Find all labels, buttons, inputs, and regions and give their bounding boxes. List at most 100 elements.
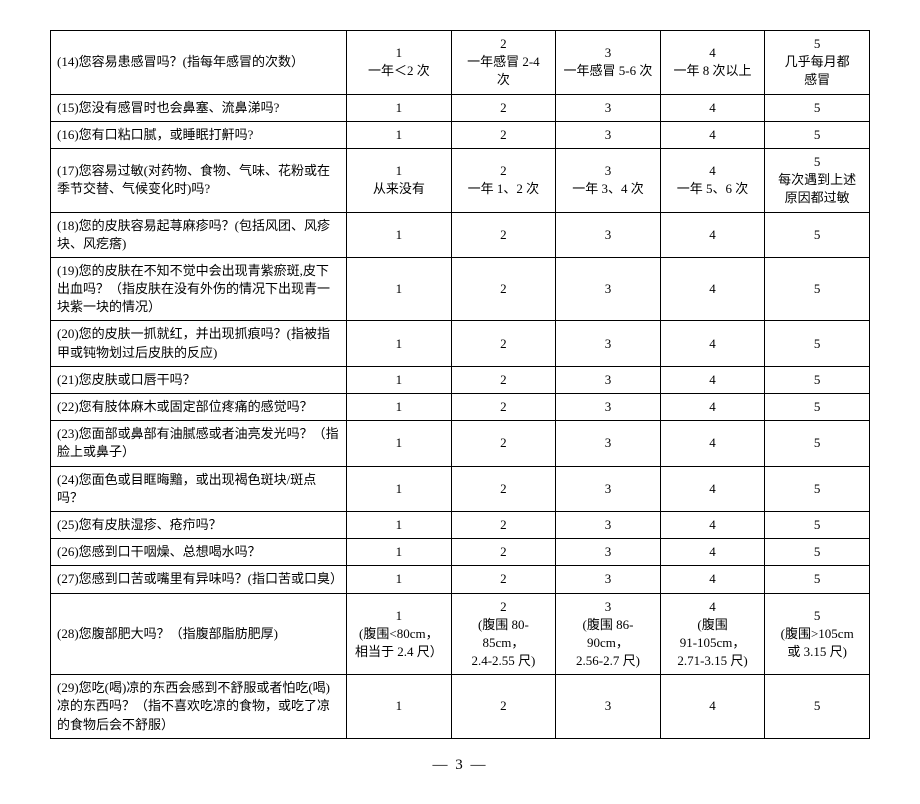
option-cell: 4 [660, 466, 765, 511]
table-row: (21)您皮肤或口唇干吗？12345 [51, 366, 870, 393]
option-cell: 3 [556, 257, 661, 321]
option-cell: 2 [451, 566, 556, 593]
option-cell: 4(腹围91-105cm，2.71-3.15 尺) [660, 593, 765, 675]
option-cell: 4一年 5、6 次 [660, 148, 765, 212]
option-cell: 4 [660, 394, 765, 421]
option-cell: 5 [765, 511, 870, 538]
table-row: (20)您的皮肤一抓就红，并出现抓痕吗？(指被指甲或钝物划过后皮肤的反应)123… [51, 321, 870, 366]
table-row: (16)您有口粘口腻，或睡眠打鼾吗?12345 [51, 121, 870, 148]
option-cell: 5 [765, 394, 870, 421]
option-cell: 5 [765, 566, 870, 593]
option-cell: 2 [451, 511, 556, 538]
option-cell: 3 [556, 94, 661, 121]
option-cell: 5 [765, 675, 870, 739]
option-cell: 1 [347, 421, 452, 466]
option-cell: 1 [347, 394, 452, 421]
option-cell: 5 [765, 539, 870, 566]
option-cell: 5 [765, 466, 870, 511]
option-cell: 2 [451, 421, 556, 466]
option-cell: 5 [765, 366, 870, 393]
option-cell: 3 [556, 566, 661, 593]
option-cell: 2 [451, 212, 556, 257]
option-cell: 4 [660, 566, 765, 593]
question-cell: (29)您吃(喝)凉的东西会感到不舒服或者怕吃(喝)凉的东西吗？（指不喜欢吃凉的… [51, 675, 347, 739]
option-cell: 5 [765, 94, 870, 121]
option-cell: 2 [451, 539, 556, 566]
question-cell: (17)您容易过敏(对药物、食物、气味、花粉或在季节交替、气候变化时)吗? [51, 148, 347, 212]
table-row: (29)您吃(喝)凉的东西会感到不舒服或者怕吃(喝)凉的东西吗？（指不喜欢吃凉的… [51, 675, 870, 739]
question-cell: (28)您腹部肥大吗？（指腹部脂肪肥厚) [51, 593, 347, 675]
option-cell: 3 [556, 466, 661, 511]
table-row: (28)您腹部肥大吗？（指腹部脂肪肥厚)1(腹围<80cm，相当于 2.4 尺）… [51, 593, 870, 675]
option-cell: 5 [765, 121, 870, 148]
option-cell: 2 [451, 94, 556, 121]
table-row: (17)您容易过敏(对药物、食物、气味、花粉或在季节交替、气候变化时)吗?1从来… [51, 148, 870, 212]
question-cell: (24)您面色或目眶晦黯，或出现褐色斑块/斑点吗？ [51, 466, 347, 511]
table-row: (24)您面色或目眶晦黯，或出现褐色斑块/斑点吗？12345 [51, 466, 870, 511]
option-cell: 4 [660, 539, 765, 566]
option-cell: 1从来没有 [347, 148, 452, 212]
option-cell: 1 [347, 212, 452, 257]
option-cell: 3(腹围 86-90cm，2.56-2.7 尺) [556, 593, 661, 675]
option-cell: 3 [556, 212, 661, 257]
option-cell: 4 [660, 212, 765, 257]
option-cell: 4一年 8 次以上 [660, 31, 765, 95]
question-cell: (20)您的皮肤一抓就红，并出现抓痕吗？(指被指甲或钝物划过后皮肤的反应) [51, 321, 347, 366]
option-cell: 4 [660, 421, 765, 466]
option-cell: 3 [556, 366, 661, 393]
table-row: (14)您容易患感冒吗？(指每年感冒的次数）1一年＜2 次2一年感冒 2-4次3… [51, 31, 870, 95]
option-cell: 4 [660, 511, 765, 538]
option-cell: 3 [556, 321, 661, 366]
option-cell: 1一年＜2 次 [347, 31, 452, 95]
option-cell: 1 [347, 321, 452, 366]
option-cell: 2 [451, 257, 556, 321]
option-cell: 5 [765, 212, 870, 257]
option-cell: 3 [556, 511, 661, 538]
option-cell: 1 [347, 94, 452, 121]
option-cell: 2 [451, 675, 556, 739]
question-cell: (25)您有皮肤湿疹、疮疖吗？ [51, 511, 347, 538]
question-cell: (16)您有口粘口腻，或睡眠打鼾吗? [51, 121, 347, 148]
option-cell: 1 [347, 539, 452, 566]
question-cell: (26)您感到口干咽燥、总想喝水吗？ [51, 539, 347, 566]
option-cell: 3一年感冒 5-6 次 [556, 31, 661, 95]
table-row: (25)您有皮肤湿疹、疮疖吗？12345 [51, 511, 870, 538]
option-cell: 1 [347, 366, 452, 393]
table-row: (15)您没有感冒时也会鼻塞、流鼻涕吗?12345 [51, 94, 870, 121]
questionnaire-table: (14)您容易患感冒吗？(指每年感冒的次数）1一年＜2 次2一年感冒 2-4次3… [50, 30, 870, 739]
question-cell: (27)您感到口苦或嘴里有异味吗？(指口苦或口臭） [51, 566, 347, 593]
option-cell: 3一年 3、4 次 [556, 148, 661, 212]
option-cell: 5(腹围>105cm或 3.15 尺) [765, 593, 870, 675]
option-cell: 2 [451, 394, 556, 421]
page-number: — 3 — [50, 757, 870, 774]
table-row: (18)您的皮肤容易起荨麻疹吗？(包括风团、风疹块、风疙瘩)12345 [51, 212, 870, 257]
option-cell: 3 [556, 539, 661, 566]
question-cell: (19)您的皮肤在不知不觉中会出现青紫瘀斑,皮下出血吗？（指皮肤在没有外伤的情况… [51, 257, 347, 321]
option-cell: 2 [451, 321, 556, 366]
option-cell: 1 [347, 511, 452, 538]
table-row: (22)您有肢体麻木或固定部位疼痛的感觉吗？12345 [51, 394, 870, 421]
option-cell: 2(腹围 80-85cm，2.4-2.55 尺) [451, 593, 556, 675]
option-cell: 5 [765, 257, 870, 321]
option-cell: 4 [660, 321, 765, 366]
option-cell: 3 [556, 421, 661, 466]
option-cell: 5 [765, 321, 870, 366]
option-cell: 3 [556, 675, 661, 739]
option-cell: 1 [347, 675, 452, 739]
option-cell: 5每次遇到上述原因都过敏 [765, 148, 870, 212]
table-row: (19)您的皮肤在不知不觉中会出现青紫瘀斑,皮下出血吗？（指皮肤在没有外伤的情况… [51, 257, 870, 321]
option-cell: 1 [347, 466, 452, 511]
question-cell: (14)您容易患感冒吗？(指每年感冒的次数） [51, 31, 347, 95]
question-cell: (23)您面部或鼻部有油腻感或者油亮发光吗？（指脸上或鼻子） [51, 421, 347, 466]
option-cell: 4 [660, 121, 765, 148]
option-cell: 1 [347, 566, 452, 593]
option-cell: 1 [347, 257, 452, 321]
option-cell: 3 [556, 121, 661, 148]
table-row: (23)您面部或鼻部有油腻感或者油亮发光吗？（指脸上或鼻子）12345 [51, 421, 870, 466]
option-cell: 4 [660, 675, 765, 739]
question-cell: (15)您没有感冒时也会鼻塞、流鼻涕吗? [51, 94, 347, 121]
question-cell: (22)您有肢体麻木或固定部位疼痛的感觉吗？ [51, 394, 347, 421]
option-cell: 2一年 1、2 次 [451, 148, 556, 212]
option-cell: 2 [451, 366, 556, 393]
option-cell: 2一年感冒 2-4次 [451, 31, 556, 95]
